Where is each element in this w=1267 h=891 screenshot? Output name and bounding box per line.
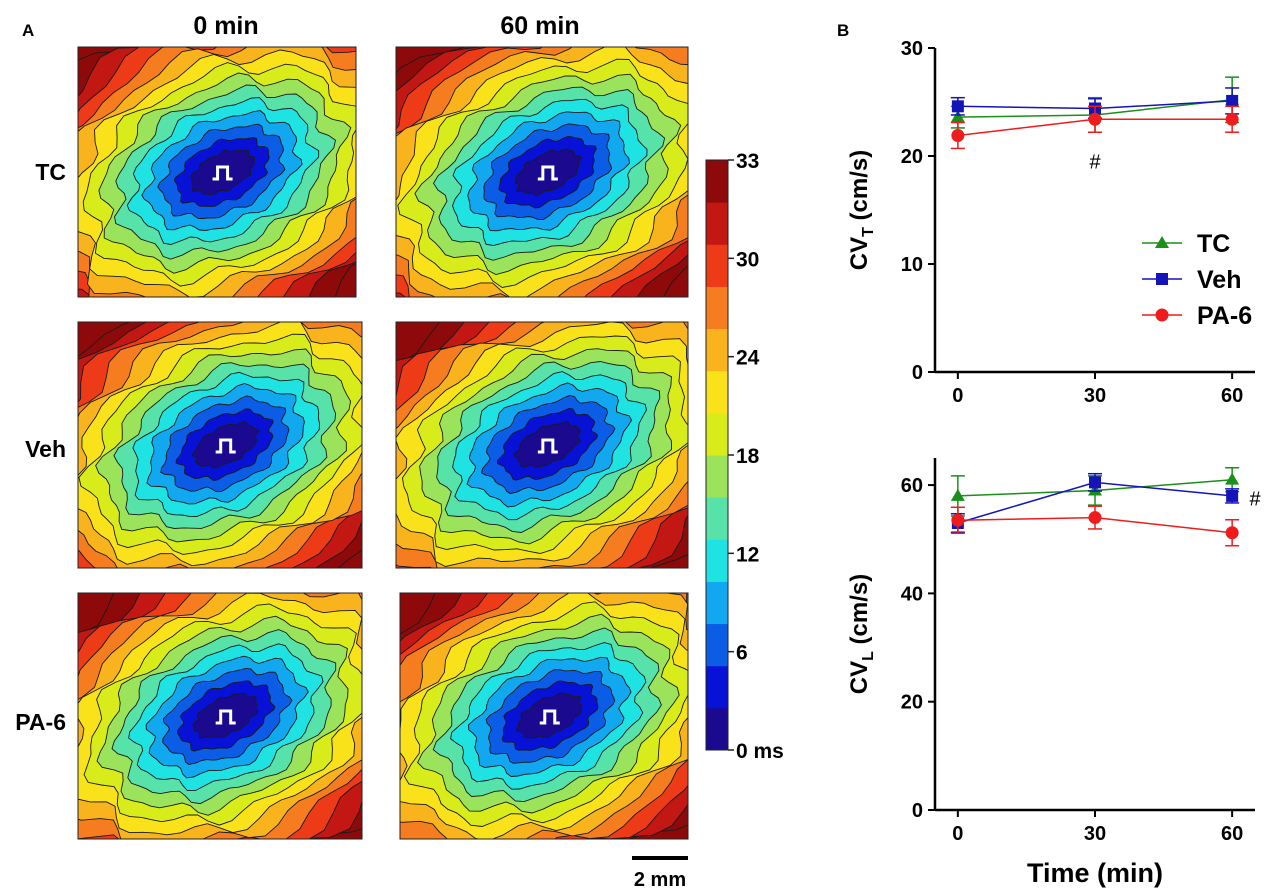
data-point-triangle [950, 110, 965, 123]
data-point-circle [1088, 511, 1102, 525]
y-tick-label: 30 [901, 38, 923, 60]
legend-label: Veh [1197, 266, 1241, 294]
data-point-triangle [1225, 472, 1240, 485]
data-point-square [1226, 489, 1239, 502]
y-tick-label: 0 [912, 800, 923, 822]
data-point-square [951, 100, 964, 113]
row-label-veh: Veh [25, 436, 66, 462]
data-point-circle [951, 513, 965, 527]
column-header-60-min: 60 min [500, 12, 579, 40]
y-tick-label: 40 [901, 583, 923, 605]
colorbar-tick-label: 6 [736, 642, 748, 665]
series-pa-6 [950, 105, 1240, 150]
colorbar-segment [706, 455, 728, 498]
colorbar-tick-label: 30 [736, 248, 759, 271]
x-tick-label: 60 [1221, 823, 1243, 845]
row-label-pa-6: PA-6 [15, 709, 66, 735]
colorbar-segment [706, 160, 728, 203]
stimulus-pulse-icon [537, 165, 558, 181]
activation-map-pa-6-1 [399, 592, 689, 840]
data-point-circle [1225, 112, 1239, 126]
colorbar-tick-label: 33 [736, 150, 759, 173]
scale-bar-label: 2 mm [634, 869, 686, 891]
x-tick-label: 0 [952, 385, 963, 407]
panel-a-label: A [22, 21, 34, 40]
data-point-circle [951, 128, 965, 142]
isochrone-band [516, 692, 583, 739]
x-tick-label: 30 [1084, 385, 1106, 407]
data-point-square [1226, 94, 1239, 107]
data-point-circle [1088, 112, 1102, 126]
y-tick-label: 20 [901, 146, 923, 168]
data-point-triangle [950, 488, 965, 501]
colorbar-segment [706, 328, 728, 372]
x-axis-label: Time (min) [1027, 858, 1163, 888]
stimulus-pulse-icon [539, 709, 560, 725]
y-tick-label: 0 [912, 362, 923, 384]
legend-label: TC [1197, 230, 1230, 258]
series-pa-6 [950, 505, 1240, 547]
colorbar-segment [706, 244, 728, 287]
colorbar-tick-label: 12 [736, 543, 759, 566]
activation-map-veh-1 [395, 321, 689, 569]
colorbar-segment [706, 202, 728, 245]
data-point-triangle [1155, 236, 1169, 248]
activation-map-pa-6-0 [77, 592, 363, 840]
y-axis-label: CVT (cm/s) [846, 150, 877, 270]
panel-b-label: B [837, 21, 849, 40]
y-tick-label: 60 [901, 475, 923, 497]
activation-map-tc-0 [77, 46, 357, 298]
panel-b-conduction-velocity: B 0 10 20 30 0 30 60 CVT (cm/s) # TC Veh PA-6 0 20 40… [837, 21, 1261, 888]
isochrone-band [190, 149, 256, 196]
significance-marker: # [1089, 151, 1101, 173]
colorbar-segment [706, 581, 728, 625]
colorbar-segment [706, 497, 728, 540]
colorbar-segment [706, 707, 728, 751]
isochrone-band [191, 421, 260, 469]
significance-marker: # [1249, 489, 1261, 511]
stimulus-pulse-icon [537, 438, 558, 454]
legend: TC Veh PA-6 [1142, 230, 1252, 330]
activation-map-tc-1 [395, 46, 689, 298]
x-tick-label: 60 [1221, 385, 1243, 407]
chart-cv-transverse: 0 10 20 30 0 30 60 CVT (cm/s) # TC Veh PA-6 [846, 38, 1255, 407]
panel-a-activation-maps: A 0 min 60 min TC Veh PA-6 33 30 24 18 12 6 0 … [15, 12, 784, 891]
colorbar-tick-label: 0 ms [736, 740, 784, 763]
colorbar-segment [706, 539, 728, 582]
legend-label: PA-6 [1197, 302, 1252, 330]
colorbar-segment [706, 623, 728, 667]
stimulus-pulse-icon [215, 438, 236, 454]
colorbar-tick-label: 24 [736, 347, 760, 370]
data-point-square [1089, 476, 1101, 489]
data-point-square [1156, 273, 1168, 285]
colorbar-tick-label: 18 [736, 445, 760, 468]
colorbar-segment [706, 412, 728, 456]
isochrone-band [514, 148, 583, 197]
row-label-tc: TC [35, 159, 66, 185]
stimulus-pulse-icon [215, 709, 236, 725]
data-point-circle [1155, 308, 1169, 322]
y-axis-label: CVL (cm/s) [846, 574, 877, 694]
x-tick-label: 0 [952, 823, 963, 845]
y-tick-label: 20 [901, 692, 923, 714]
isochrone-band [192, 692, 259, 739]
legend-item-tc: TC [1142, 230, 1230, 258]
x-tick-label: 30 [1084, 823, 1106, 845]
activation-map-veh-0 [77, 321, 363, 569]
colorbar-segment [706, 370, 728, 414]
data-point-circle [1225, 526, 1239, 540]
y-tick-label: 10 [901, 254, 923, 276]
legend-item-veh: Veh [1142, 266, 1241, 294]
column-header-0-min: 0 min [193, 12, 258, 40]
legend-item-pa-6: PA-6 [1142, 302, 1252, 330]
isochrone-band [513, 421, 581, 469]
chart-cv-longitudinal: 0 20 40 60 0 30 60 CVL (cm/s) Time (min) # [846, 458, 1261, 888]
colorbar: 33 30 24 18 12 6 0 ms [705, 150, 784, 763]
colorbar-segment [706, 665, 728, 709]
stimulus-pulse-icon [212, 165, 233, 181]
colorbar-segment [706, 286, 728, 330]
